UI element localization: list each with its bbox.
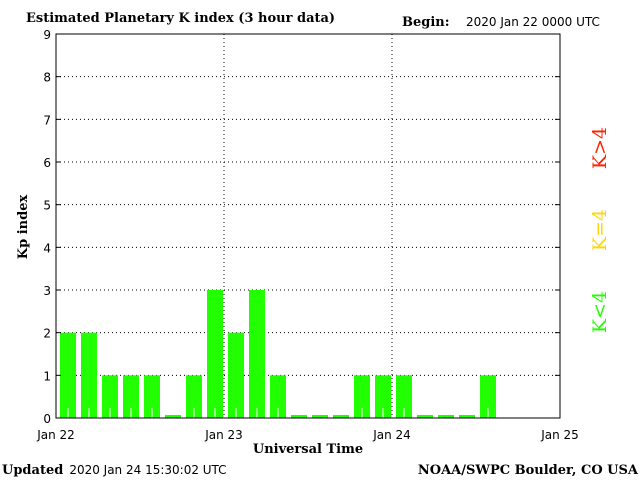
x-tick-label: Jan 23 xyxy=(204,428,243,442)
grid xyxy=(56,34,560,418)
x-axis-label: Universal Time xyxy=(253,442,363,457)
kp-bar xyxy=(459,415,475,418)
y-tick-label: 2 xyxy=(43,327,51,341)
bars xyxy=(60,290,496,418)
x-tick-label: Jan 22 xyxy=(36,428,75,442)
kp-bar xyxy=(81,332,97,418)
kp-bar xyxy=(186,375,202,418)
y-tick-label: 7 xyxy=(43,113,51,127)
kp-bar xyxy=(123,375,139,418)
kp-bar xyxy=(333,415,349,418)
updated-value: 2020 Jan 24 15:30:02 UTC xyxy=(69,463,226,477)
legend-item: K<4 xyxy=(589,291,611,333)
y-tick-label: 6 xyxy=(43,156,51,170)
updated-label: Updated xyxy=(2,463,63,478)
legend: K<4 K=4 K>4 xyxy=(589,127,611,333)
kp-bar xyxy=(228,332,244,418)
y-tick-label: 9 xyxy=(43,28,51,42)
x-ticks: Jan 22 Jan 23 Jan 24 Jan 25 xyxy=(36,428,579,442)
x-tick-label: Jan 25 xyxy=(540,428,579,442)
y-axis-label: Kp index xyxy=(16,195,31,260)
y-tick-label: 3 xyxy=(43,284,51,298)
kp-bar xyxy=(102,375,118,418)
kp-bar xyxy=(375,375,391,418)
begin-label: Begin: xyxy=(402,15,450,30)
kp-bar xyxy=(144,375,160,418)
kp-bar xyxy=(207,290,223,418)
kp-bar xyxy=(165,415,181,418)
y-tick-label: 8 xyxy=(43,71,51,85)
x-tick-label: Jan 24 xyxy=(372,428,411,442)
kp-bar xyxy=(438,415,454,418)
chart-title: Estimated Planetary K index (3 hour data… xyxy=(26,11,335,26)
updated-line: Updated 2020 Jan 24 15:30:02 UTC xyxy=(2,463,227,478)
kp-bar xyxy=(312,415,328,418)
kp-bar xyxy=(417,415,433,418)
kp-bar xyxy=(396,375,412,418)
y-tick-label: 1 xyxy=(43,369,51,383)
kp-bar xyxy=(291,415,307,418)
y-tick-label: 4 xyxy=(43,241,51,255)
source-credit: NOAA/SWPC Boulder, CO USA xyxy=(418,463,639,478)
y-tick-label: 0 xyxy=(43,412,51,426)
plot-frame xyxy=(55,33,561,419)
kp-bar xyxy=(270,375,286,418)
begin-value: 2020 Jan 22 0000 UTC xyxy=(466,15,600,29)
legend-item: K>4 xyxy=(589,127,611,169)
y-tick-label: 5 xyxy=(43,199,51,213)
kp-bar xyxy=(249,290,265,418)
kp-bar xyxy=(480,375,496,418)
legend-item: K=4 xyxy=(589,209,611,251)
kp-bar xyxy=(60,332,76,418)
y-ticks: 0 1 2 3 4 5 6 7 8 9 xyxy=(43,28,560,426)
kp-bar xyxy=(354,375,370,418)
